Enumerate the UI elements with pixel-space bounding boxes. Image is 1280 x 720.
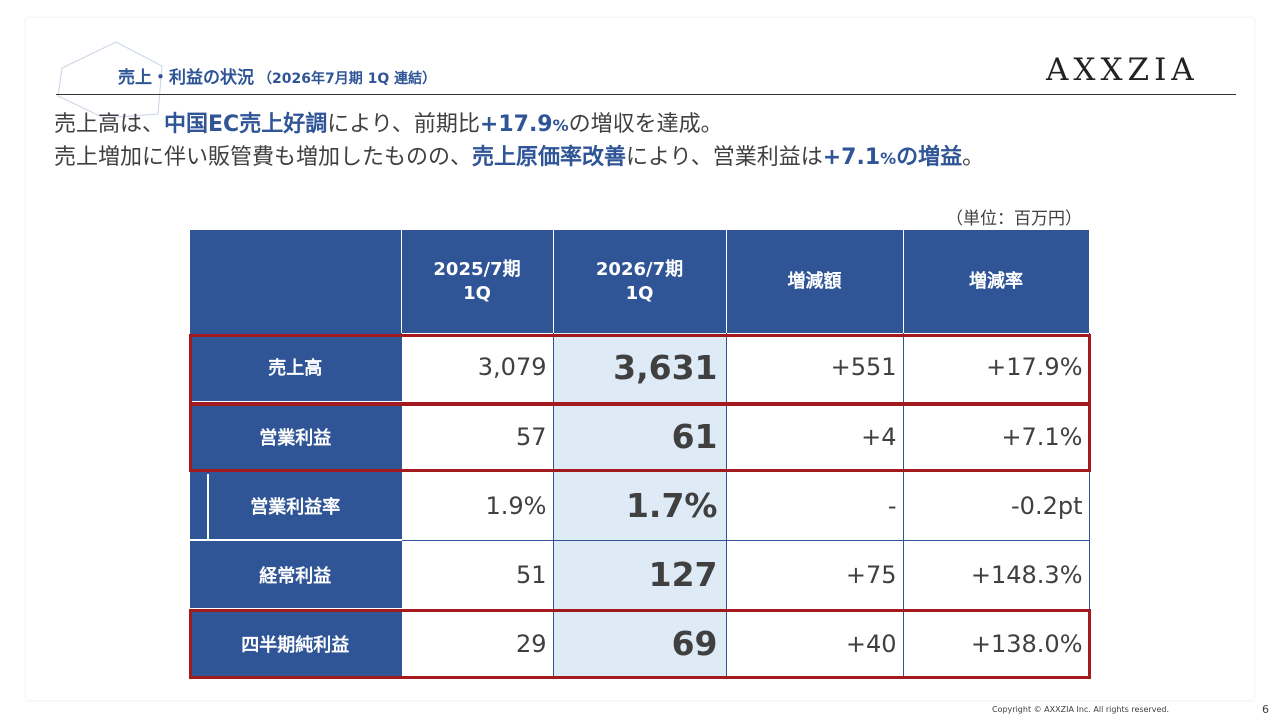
- sub-item-indent-marker: [207, 474, 209, 540]
- financial-table: 2025/7期 1Q 2026/7期 1Q 増減額 増減率 売上高 3,079 …: [190, 230, 1090, 679]
- row-label: 四半期純利益: [190, 609, 402, 679]
- rate-value: +138.0%: [903, 609, 1090, 679]
- current-value: 3,631: [553, 333, 727, 403]
- rate-value: +148.3%: [903, 540, 1090, 610]
- prev-value: 29: [401, 609, 554, 679]
- prev-value: 51: [401, 540, 554, 610]
- page-number: 6: [1262, 703, 1269, 716]
- table-row: 営業利益率 1.9% 1.7% - -0.2pt: [190, 471, 1090, 541]
- current-value: 1.7%: [553, 471, 727, 541]
- headline-line-2: 売上増加に伴い販管費も増加したものの、売上原価率改善により、営業利益は+7.1%…: [54, 145, 985, 170]
- header-prev-period: 2025/7期 1Q: [400, 230, 554, 333]
- table-row: 経常利益 51 127 +75 +148.3%: [190, 540, 1090, 610]
- hexagon-decoration-icon: [57, 41, 163, 119]
- copyright-text: Copyright © AXXZIA Inc. All rights reser…: [992, 705, 1170, 714]
- rate-value: -0.2pt: [903, 471, 1090, 541]
- diff-value: +551: [726, 333, 904, 403]
- prev-value: 3,079: [401, 333, 554, 403]
- header-change-rate: 増減率: [902, 230, 1090, 333]
- row-label: 営業利益: [190, 402, 402, 472]
- diff-value: +75: [726, 540, 904, 610]
- row-label: 経常利益: [190, 540, 402, 610]
- row-label: 売上高: [190, 333, 402, 403]
- page-title: 売上・利益の状況 （2026年7月期 1Q 連結）: [118, 68, 437, 88]
- prev-value: 1.9%: [401, 471, 554, 541]
- prev-value: 57: [401, 402, 554, 472]
- current-value: 127: [553, 540, 727, 610]
- header-change-amount: 増減額: [725, 230, 904, 333]
- table-row: 営業利益 57 61 +4 +7.1%: [190, 402, 1090, 472]
- rate-value: +17.9%: [903, 333, 1090, 403]
- diff-value: -: [726, 471, 904, 541]
- header-divider: [56, 94, 1236, 95]
- rate-value: +7.1%: [903, 402, 1090, 472]
- current-value: 69: [553, 609, 727, 679]
- diff-value: +4: [726, 402, 904, 472]
- company-logo: AXXZIA: [1046, 52, 1199, 88]
- row-label: 営業利益率: [190, 471, 402, 541]
- diff-value: +40: [726, 609, 904, 679]
- table-header-row: 2025/7期 1Q 2026/7期 1Q 増減額 増減率: [190, 230, 1090, 333]
- headline-line-1: 売上高は、中国EC売上好調により、前期比+17.9%の増収を達成。: [54, 112, 723, 137]
- unit-note: （単位：百万円）: [946, 209, 1082, 229]
- header-current-period: 2026/7期 1Q: [552, 230, 727, 333]
- current-value: 61: [553, 402, 727, 472]
- header-cell-empty: [190, 230, 402, 333]
- table-row: 売上高 3,079 3,631 +551 +17.9%: [190, 333, 1090, 403]
- table-row: 四半期純利益 29 69 +40 +138.0%: [190, 609, 1090, 679]
